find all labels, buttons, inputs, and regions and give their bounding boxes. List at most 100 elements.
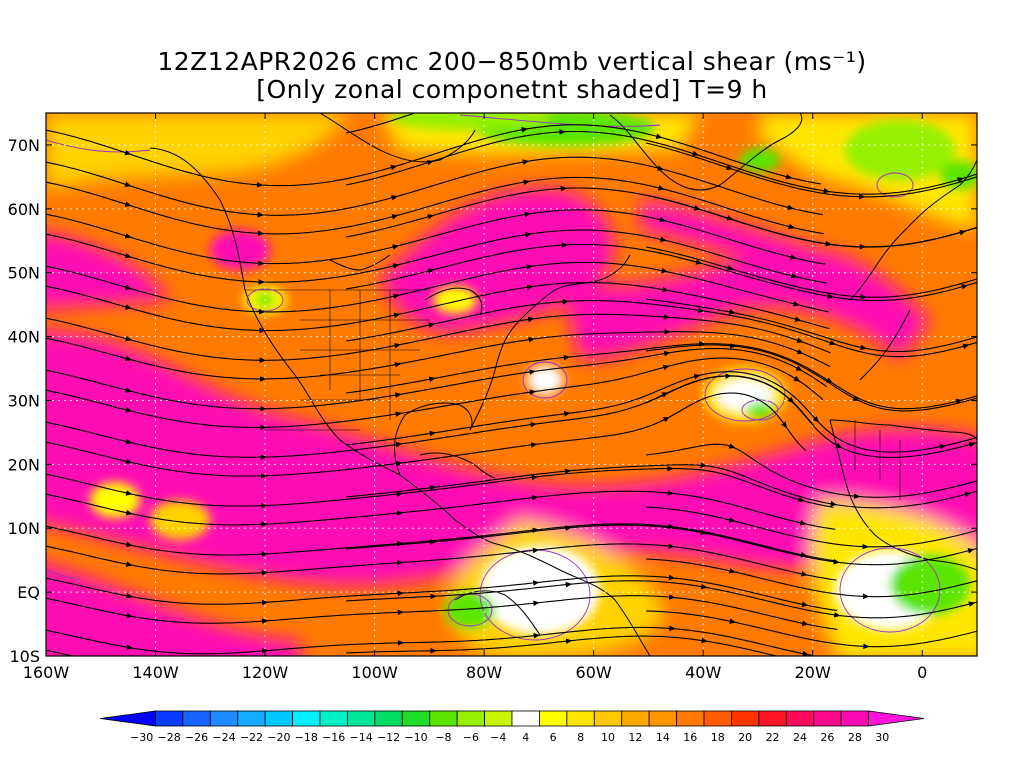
colorbar-swatch [731,710,760,727]
streamline [345,580,977,619]
colorbar-label: −10 [404,731,427,744]
streamline-arrow [823,188,830,194]
streamline-arrow [124,233,132,239]
streamline-arrow [392,244,400,250]
streamline-arrow [728,517,736,523]
streamline-arrow [659,236,667,243]
chart-title-line2: [Only zonal componetnt shaded] T=9 h [256,75,768,104]
streamline-arrow [125,304,132,310]
streamline [645,194,977,248]
streamline-arrow [395,460,403,467]
streamline [46,392,807,477]
shear-streamlines [46,113,977,656]
lon-tick-label: 60W [576,663,612,682]
streamline-arrow [125,387,133,393]
streamline-arrow [695,259,703,265]
streamline-arrow [525,231,532,238]
streamline [645,443,977,498]
streamline [345,243,977,302]
streamline-arrow [830,501,837,507]
streamline [345,130,977,195]
streamline-arrow [521,127,528,133]
colorbar-label: 6 [550,731,557,744]
streamline [645,142,977,198]
lat-tick-label: 60N [8,200,40,219]
streamline [46,209,826,265]
colorbar-label: 18 [711,731,725,744]
streamline-arrow [701,637,708,644]
lon-tick-label: 40W [685,663,721,682]
streamline-arrow [662,416,670,423]
streamline-arrow [835,442,843,449]
streamline-arrow [125,509,133,516]
streamline-arrow [429,430,436,437]
colorbar-swatch [648,710,677,727]
streamline-arrow [827,293,834,299]
streamline-arrow [812,416,820,423]
streamline-arrow [788,223,796,230]
colorbar-swatch [593,710,623,727]
streamline-arrow [795,365,803,371]
streamline-arrow [961,284,969,290]
colorbar-label: −16 [322,731,345,744]
streamline-arrow [785,173,793,180]
colorbar-label: −24 [212,731,235,744]
streamline-arrow [522,159,530,165]
lon-tick-label: 80W [466,663,502,682]
colorbar-swatch [209,710,239,727]
streamline-arrow [802,650,809,656]
streamline-arrow [700,583,708,590]
streamline-arrow [527,316,535,323]
streamline-arrow [124,201,132,207]
streamline-arrow [394,342,401,349]
streamline-arrow [125,355,133,362]
streamline-arrow [395,441,403,448]
streamline-arrow [728,443,736,449]
colorbar-label: −26 [185,731,208,744]
lon-tick-label: 140W [132,663,179,682]
streamline [345,300,977,358]
streamline-arrow [528,369,536,375]
colorbar-swatch [429,710,458,727]
lon-tick-label: 0 [917,663,927,682]
streamline-arrow [700,529,708,536]
streamline-arrow [125,438,133,445]
streamline-arrow [787,204,795,211]
streamline [345,524,977,566]
streamline-arrow [428,322,436,328]
colorbar-label: 30 [875,731,889,744]
lon-tick-label: 20W [795,663,831,682]
streamline-arrow [796,348,804,355]
lat-tick-label: 50N [8,264,40,283]
streamline [46,124,821,187]
streamline-arrow [801,620,809,627]
streamline-arrow [392,263,400,269]
streamline-arrow [662,364,670,371]
colorbar-label: 4 [522,731,529,744]
streamline-arrow [523,179,530,185]
colorbar-label: 26 [820,731,834,744]
streamline-arrow [693,373,701,380]
lat-tick-label: 70N [8,136,40,155]
streamline [46,176,824,235]
streamline [46,490,836,530]
streamline-arrow [532,527,539,534]
streamline-arrow [661,267,668,274]
colorbar-label: −6 [463,731,479,744]
streamline-arrow [833,558,840,565]
streamline-arrow [426,160,434,166]
streamline [46,331,831,380]
streamline-arrow [829,339,837,346]
streamline-arrow [563,411,571,417]
streamline [46,595,838,630]
streamline-arrow [957,177,964,183]
streamline-arrow [801,601,809,608]
colorbar: −30 −28 −26 −24 −22 −20 −18 −16 −14 −12 −10 −8 −6 −4 4… [99,710,925,744]
streamline-arrow [790,272,798,279]
coastlines [149,113,977,656]
colorbar-label: 12 [628,731,642,744]
colorbar-label: −30 [130,731,153,744]
streamline-arrow [124,284,132,290]
lat-tick-label: 10N [8,519,40,538]
streamline [345,343,977,410]
